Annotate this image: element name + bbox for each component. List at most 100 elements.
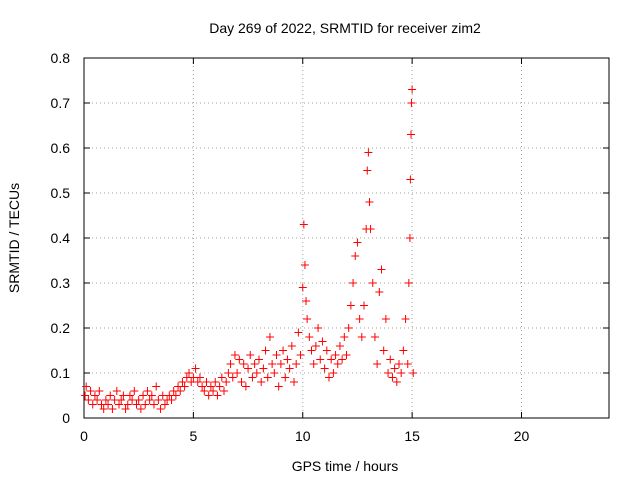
data-point [108, 405, 117, 413]
data-point [134, 396, 143, 404]
data-point [338, 355, 347, 364]
data-point [331, 351, 340, 359]
data-point [95, 387, 104, 395]
x-tick-label: 10 [295, 428, 311, 444]
data-point [404, 279, 413, 287]
data-point [259, 364, 268, 373]
data-point [300, 261, 309, 269]
data-point [403, 360, 412, 368]
data-point [307, 346, 316, 355]
data-point [125, 391, 134, 400]
data-point [195, 373, 204, 382]
data-point [224, 369, 233, 377]
axis-ticks: 0 5 10 15 20 0 0.1 0.2 0.3 0.4 0.5 0.6 0.7 0.8 [51, 50, 609, 444]
x-tick-label: 5 [189, 428, 197, 444]
data-point [390, 364, 399, 373]
data-point [364, 148, 373, 157]
data-point [357, 333, 366, 341]
data-point [106, 391, 115, 400]
data-point [261, 346, 270, 355]
data-point [200, 387, 209, 395]
data-point [101, 396, 110, 404]
data-point [93, 396, 102, 404]
data-point [121, 405, 130, 413]
y-tick-label: 0.5 [51, 185, 71, 201]
y-tick-label: 0.7 [51, 95, 71, 111]
data-point [239, 360, 248, 368]
data-point [365, 198, 374, 206]
data-point [265, 333, 274, 341]
data-point [294, 328, 303, 337]
data-point [409, 369, 418, 377]
data-point [399, 346, 408, 355]
data-point [290, 378, 298, 386]
data-points [81, 85, 418, 413]
data-point [171, 391, 180, 400]
data-point [370, 333, 379, 341]
data-point [263, 373, 272, 382]
data-point [90, 391, 99, 400]
data-point [384, 369, 393, 377]
data-point [333, 360, 342, 368]
y-tick-label: 0.8 [51, 50, 71, 66]
data-point [407, 99, 416, 107]
data-point [215, 382, 224, 391]
data-point [270, 369, 279, 377]
data-point [180, 382, 189, 391]
data-point [213, 391, 222, 400]
data-point [246, 351, 255, 359]
data-point [115, 400, 123, 409]
data-point [381, 315, 390, 323]
data-point [283, 355, 292, 364]
y-tick-label: 0.4 [51, 230, 71, 246]
data-point [285, 364, 294, 373]
data-point [305, 333, 314, 341]
data-point [191, 364, 200, 373]
chart-title: Day 269 of 2022, SRMTID for receiver zim… [209, 20, 481, 36]
data-point [143, 387, 152, 395]
data-point [287, 342, 296, 350]
data-point [373, 360, 382, 368]
data-point [316, 355, 325, 364]
data-point [132, 400, 141, 409]
data-point [386, 355, 395, 364]
data-point [152, 382, 161, 391]
data-point [268, 360, 277, 368]
data-point [349, 279, 358, 287]
data-point [375, 288, 384, 296]
data-point [395, 360, 403, 368]
data-point [228, 373, 237, 382]
data-point [281, 373, 290, 382]
data-point [279, 346, 288, 355]
data-point [217, 373, 226, 382]
data-point [145, 396, 154, 404]
data-point [104, 400, 113, 409]
data-point [176, 387, 185, 395]
data-point [156, 405, 165, 413]
data-point [408, 85, 417, 94]
data-point [86, 387, 95, 395]
data-point [309, 360, 318, 368]
y-tick-label: 0.6 [51, 140, 71, 156]
data-point [130, 387, 139, 395]
data-point [211, 378, 220, 386]
data-point [406, 175, 415, 184]
y-axis-label: SRMTID / TECUs [6, 183, 22, 293]
data-point [318, 337, 327, 346]
y-tick-label: 0 [62, 410, 70, 426]
data-point [320, 364, 329, 373]
data-point [117, 396, 126, 404]
data-point [276, 360, 285, 368]
data-point [311, 342, 320, 350]
data-point [222, 378, 231, 386]
data-point [255, 355, 263, 364]
data-point [154, 396, 163, 404]
data-point [139, 391, 148, 400]
data-point [167, 396, 176, 404]
data-point [204, 391, 213, 400]
data-point [84, 396, 93, 404]
data-point [233, 369, 242, 377]
data-point [82, 382, 91, 391]
data-point [274, 382, 283, 391]
